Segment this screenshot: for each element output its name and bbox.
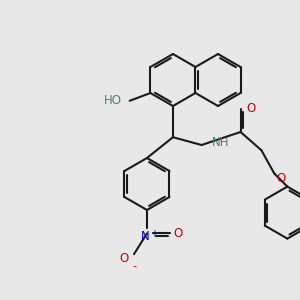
Text: +: + (150, 230, 158, 239)
Text: O: O (247, 102, 256, 115)
Text: -: - (132, 261, 136, 271)
Text: N: N (141, 230, 149, 243)
Text: O: O (119, 252, 129, 265)
Text: O: O (174, 227, 183, 240)
Text: NH: NH (212, 136, 229, 149)
Text: O: O (276, 172, 286, 185)
Text: HO: HO (104, 94, 122, 107)
